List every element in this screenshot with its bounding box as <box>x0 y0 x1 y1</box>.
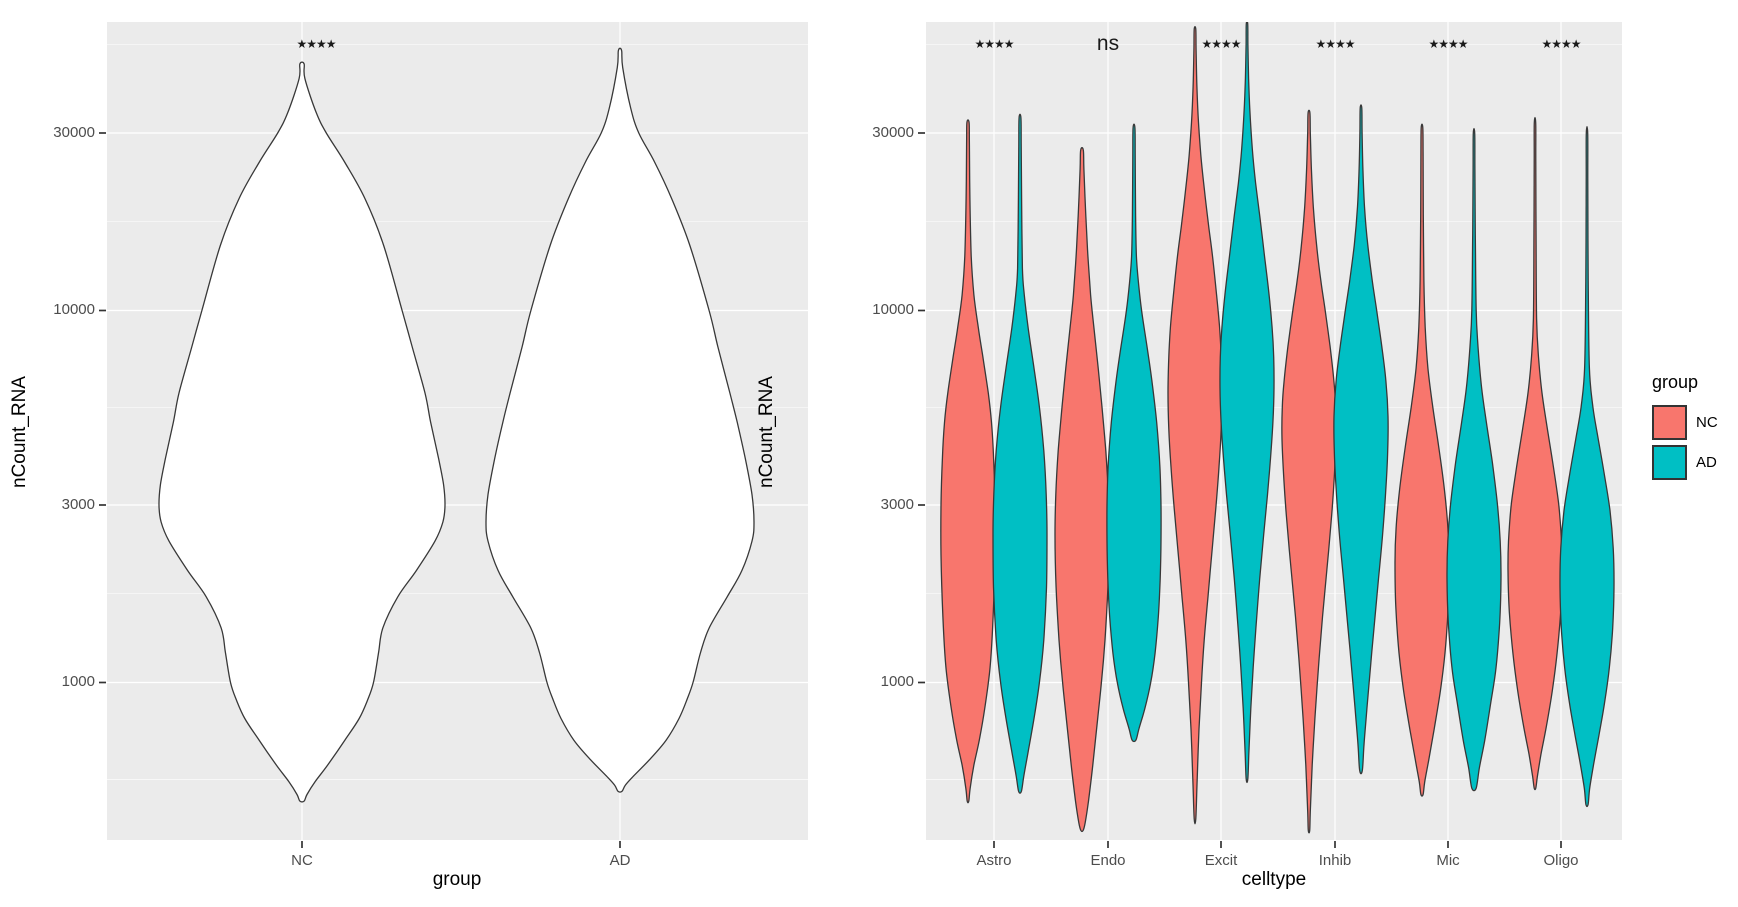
left-x-tick-label: AD <box>609 852 631 869</box>
legend-entry-AD: AD <box>1652 445 1718 480</box>
left-y-axis-title: nCount_RNA <box>9 376 30 488</box>
violin-Astro-AD <box>992 113 1048 794</box>
violin-Oligo-AD <box>1559 126 1615 808</box>
legend-entry-NC: NC <box>1652 405 1718 440</box>
violin-Astro-NC <box>940 119 996 804</box>
violin-Inhib-NC <box>1281 109 1337 834</box>
right-y-tick-label: 30000 <box>872 124 914 141</box>
legend-swatch-NC <box>1652 405 1687 440</box>
legend-entries: NC AD <box>1652 405 1718 480</box>
significance-label-Excit: ★★★★ <box>1201 37 1241 51</box>
violin-Endo-AD <box>1106 123 1162 743</box>
significance-label-Mic: ★★★★ <box>1428 37 1468 51</box>
violin-NC <box>158 61 446 803</box>
legend-title: group <box>1652 372 1699 392</box>
left-tick-marks <box>99 132 621 848</box>
right-x-tick-label: Mic <box>1436 852 1460 869</box>
violin-Mic-NC <box>1394 123 1450 797</box>
right-x-tick-label: Astro <box>976 852 1012 869</box>
violin-Mic-AD <box>1446 127 1502 792</box>
right-x-tick-label: Excit <box>1204 852 1238 869</box>
left-x-axis-title: group <box>432 869 482 890</box>
significance-label-Endo: ns <box>1096 32 1120 55</box>
left-violins <box>158 47 755 803</box>
right-violins <box>940 22 1615 834</box>
violin-Excit-NC <box>1167 26 1223 825</box>
significance-label-Inhib: ★★★★ <box>1315 37 1355 51</box>
violin-AD <box>485 47 755 793</box>
right-x-tick-label: Oligo <box>1543 852 1579 869</box>
violin-Oligo-NC <box>1507 116 1563 791</box>
left-y-tick-label: 10000 <box>53 301 95 319</box>
legend: group NC AD <box>1652 372 1718 485</box>
right-y-tick-label: 3000 <box>880 496 914 513</box>
right-y-axis-title: nCount_RNA <box>756 376 777 488</box>
left-y-tick-label: 1000 <box>61 673 95 691</box>
left-y-tick-label: 30000 <box>53 124 95 141</box>
right-x-axis-title: celltype <box>1241 869 1307 890</box>
violin-Endo-NC <box>1054 147 1110 833</box>
legend-swatch-AD <box>1652 445 1687 480</box>
left-x-tick-label: NC <box>291 852 313 869</box>
left-y-tick-label: 3000 <box>61 496 95 513</box>
right-y-tick-label: 10000 <box>872 301 914 319</box>
right-y-tick-label: 1000 <box>880 673 914 691</box>
right-x-tick-label: Endo <box>1090 852 1126 869</box>
significance-label-Astro: ★★★★ <box>974 37 1014 51</box>
right-x-tick-label: Inhib <box>1318 852 1352 869</box>
violin-Excit-AD <box>1219 22 1275 784</box>
violin-Inhib-AD <box>1333 104 1389 775</box>
significance-label-Oligo: ★★★★ <box>1541 37 1581 51</box>
legend-label-AD: AD <box>1696 454 1717 471</box>
significance-label-NC: ★★★★ <box>296 37 336 51</box>
legend-label-NC: NC <box>1696 414 1718 431</box>
right-tick-marks <box>918 132 1562 848</box>
